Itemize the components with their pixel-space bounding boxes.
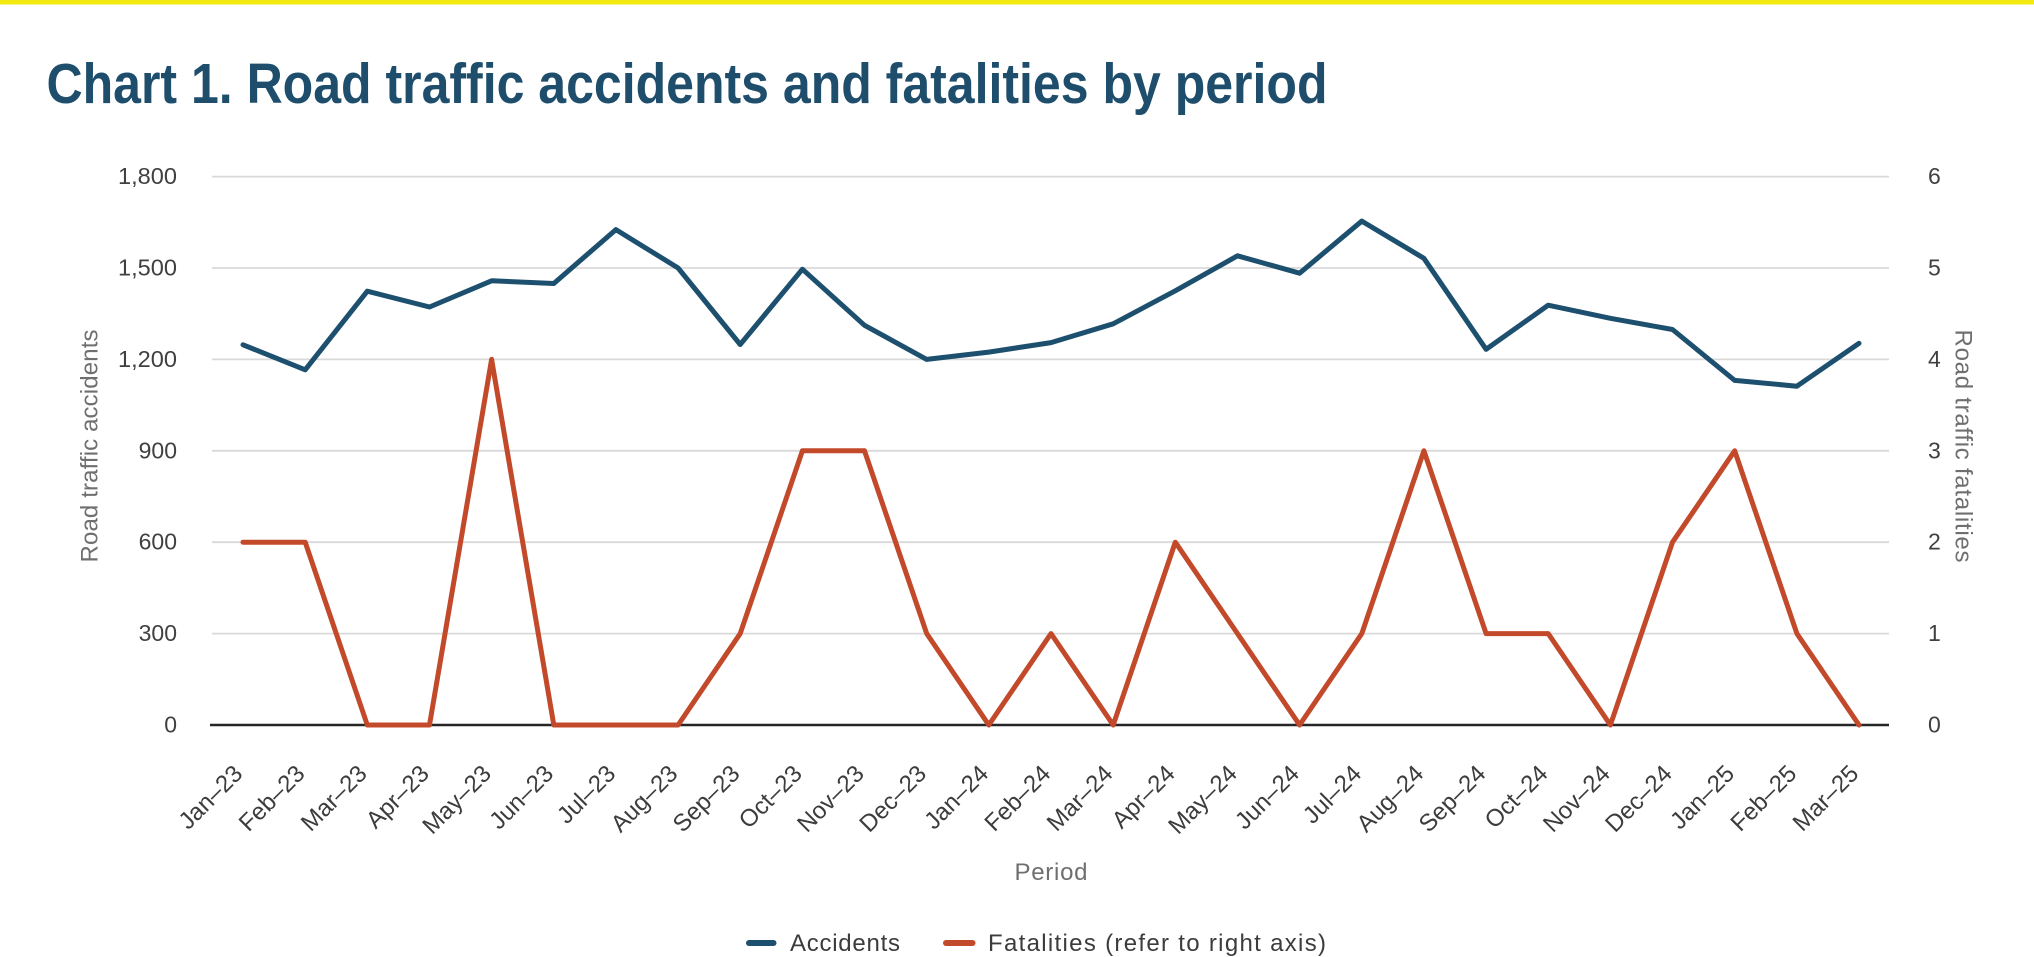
svg-text:0: 0 [164, 712, 177, 738]
svg-text:6: 6 [1928, 163, 1941, 189]
svg-text:600: 600 [139, 529, 177, 555]
svg-text:900: 900 [139, 437, 177, 463]
svg-text:1,500: 1,500 [118, 255, 177, 281]
svg-text:2: 2 [1928, 529, 1941, 555]
svg-text:1,800: 1,800 [118, 163, 177, 189]
svg-text:Fatalities (refer to right axi: Fatalities (refer to right axis) [988, 930, 1326, 957]
svg-text:1: 1 [1928, 620, 1941, 646]
svg-text:Period: Period [1015, 859, 1088, 886]
svg-text:4: 4 [1928, 346, 1941, 372]
svg-text:1,200: 1,200 [118, 346, 177, 372]
svg-text:3: 3 [1928, 437, 1941, 463]
svg-text:Chart 1. Road traffic accident: Chart 1. Road traffic accidents and fata… [47, 52, 1328, 116]
svg-text:0: 0 [1928, 712, 1941, 738]
svg-text:5: 5 [1928, 255, 1941, 281]
svg-text:300: 300 [139, 620, 177, 646]
svg-text:Road traffic accidents: Road traffic accidents [77, 330, 104, 563]
svg-text:Accidents: Accidents [790, 930, 900, 957]
svg-text:Road traffic fatalities: Road traffic fatalities [1950, 330, 1977, 563]
